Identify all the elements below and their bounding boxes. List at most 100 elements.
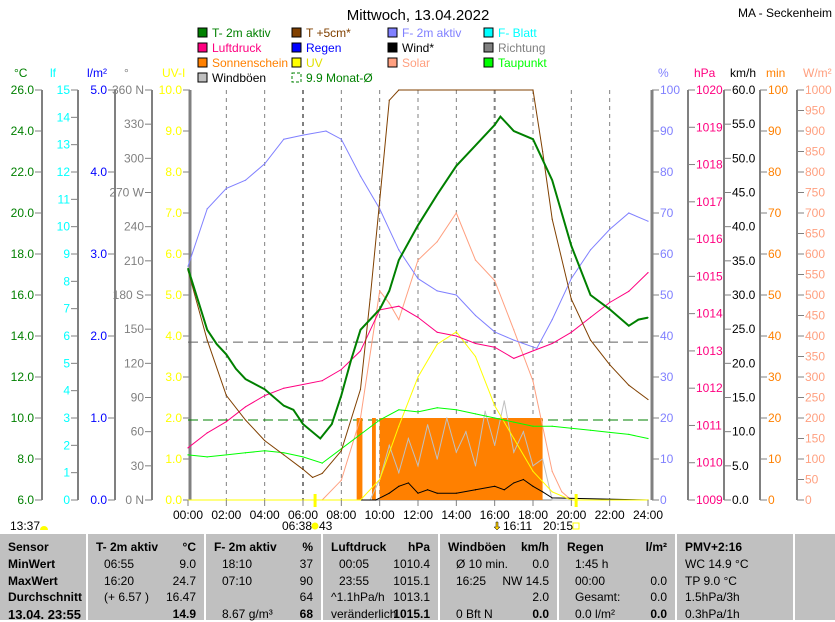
table-cell-value: 24.7 — [172, 573, 196, 588]
legend-swatch — [291, 27, 302, 38]
data-point — [340, 394, 342, 397]
data-point — [292, 409, 295, 411]
axis-tick-label: 1017 — [696, 195, 723, 209]
table-cell-label: MaxWert — [8, 573, 58, 588]
axis-tick-label: 70 — [768, 206, 782, 220]
data-point — [283, 454, 285, 456]
data-point — [541, 491, 544, 493]
data-point — [311, 476, 314, 479]
data-point — [589, 339, 592, 341]
data-point — [628, 384, 630, 386]
axis-tick-label: 100 — [805, 452, 825, 466]
axis-tick-label: 50 — [805, 473, 819, 487]
axis-tick-label: 26.0 — [11, 83, 35, 97]
data-point — [474, 314, 477, 317]
axis-tick-label: 0 — [660, 493, 667, 507]
axis-tick-label: 800 — [805, 165, 825, 179]
axis-tick-label: 30 — [768, 370, 782, 384]
data-point — [474, 465, 477, 467]
legend-label: Regen — [306, 41, 341, 55]
axis-tick-label: 1009 — [696, 493, 723, 507]
legend-swatch — [197, 72, 208, 83]
table-cell-label: 00:00 — [575, 573, 606, 588]
data-point — [264, 395, 266, 397]
data-point — [398, 425, 400, 427]
axes: °C6.08.010.012.014.016.018.020.022.024.0… — [11, 66, 832, 507]
data-point — [647, 316, 649, 319]
axis-tick-label: 0 — [768, 493, 775, 507]
data-point — [436, 492, 438, 494]
data-point — [187, 447, 189, 449]
data-point — [417, 465, 419, 467]
data-point — [359, 499, 362, 501]
axis-tick-label: 1.0 — [165, 452, 182, 466]
data-point — [244, 378, 247, 380]
column-header: Luftdruck — [331, 540, 387, 554]
data-point — [398, 485, 400, 487]
data-point — [532, 425, 534, 427]
data-point — [436, 343, 438, 345]
axis-tick-label: 450 — [805, 309, 825, 323]
data-point — [302, 423, 304, 425]
data-point — [302, 468, 304, 470]
axis-tick-label: 1018 — [696, 158, 723, 172]
legend-swatch — [387, 42, 398, 53]
legend-label: Richtung — [498, 41, 545, 55]
data-point — [398, 259, 400, 261]
data-point — [283, 452, 285, 454]
axis-tick-label: 5 — [63, 356, 70, 370]
axis-tick-label: 9.0 — [165, 124, 182, 138]
plot-area — [187, 89, 649, 501]
data-point — [455, 165, 457, 167]
data-point — [522, 478, 525, 481]
arrow-up-icon — [493, 521, 501, 531]
data-point — [398, 319, 400, 321]
axis-tick-label: 3.0 — [90, 247, 107, 261]
data-point — [455, 294, 457, 296]
sun-moon-markers: 13:37 06:38 43 16:11 20:15 — [10, 494, 580, 533]
table-cell-label: 0 Bft N — [456, 606, 493, 621]
data-point — [225, 394, 227, 397]
data-point — [499, 116, 502, 118]
column-unit: km/h — [520, 540, 549, 554]
axis-tick-label: 60.0 — [732, 83, 756, 97]
data-point — [628, 433, 630, 435]
table-column: Sensor MinWert MaxWert Durchschnitt 13.04. 2… — [0, 534, 88, 622]
table-cell-label: 13.04. 23:55 — [8, 606, 82, 622]
data-point — [494, 444, 496, 446]
data-point — [225, 353, 227, 356]
data-point — [187, 267, 189, 269]
x-tick-label: 22:00 — [595, 508, 625, 522]
axis-tick-label: 950 — [805, 104, 825, 118]
data-point — [244, 452, 247, 454]
data-point — [407, 437, 410, 440]
table-cell-value: 0.0 — [532, 557, 549, 571]
axis-tick-label: 500 — [805, 288, 825, 302]
axis-tick-label: 1011 — [696, 418, 722, 432]
axis-tick-label: 8.0 — [17, 452, 34, 466]
data-point — [484, 410, 486, 412]
data-point — [637, 319, 640, 321]
legend-swatch — [483, 27, 494, 38]
data-point — [513, 130, 515, 132]
axis-tick-label: 1 — [63, 466, 70, 480]
data-point — [561, 491, 563, 493]
data-point — [609, 228, 611, 230]
data-point — [455, 331, 457, 333]
sunshine-bar — [379, 418, 543, 500]
axis-tick-label: 10 — [660, 452, 674, 466]
legend: T- 2m aktiv T +5cm* F- 2m aktiv F- Blatt Luf… — [197, 26, 547, 85]
sun-icon — [311, 522, 319, 530]
axis-tick-label: 60 — [660, 247, 674, 261]
weather-chart: Mittwoch, 13.04.2022 MA - Seckenheim T- … — [10, 6, 832, 533]
axis-tick-label: 300 — [805, 370, 825, 384]
table-cell-label: 16:20 — [104, 573, 135, 588]
axis-tick-label: 80 — [768, 165, 782, 179]
axis-tick-label: 60 — [768, 247, 782, 261]
summary-table: Sensor MinWert MaxWert Durchschnitt 13.04. 2… — [0, 534, 835, 622]
table-cell-label: 23:55 — [339, 573, 370, 588]
data-point — [494, 331, 496, 333]
data-point — [513, 329, 515, 331]
axis-tick-label: 0 N — [125, 493, 144, 507]
axis-tick-label: 1020 — [696, 83, 723, 97]
